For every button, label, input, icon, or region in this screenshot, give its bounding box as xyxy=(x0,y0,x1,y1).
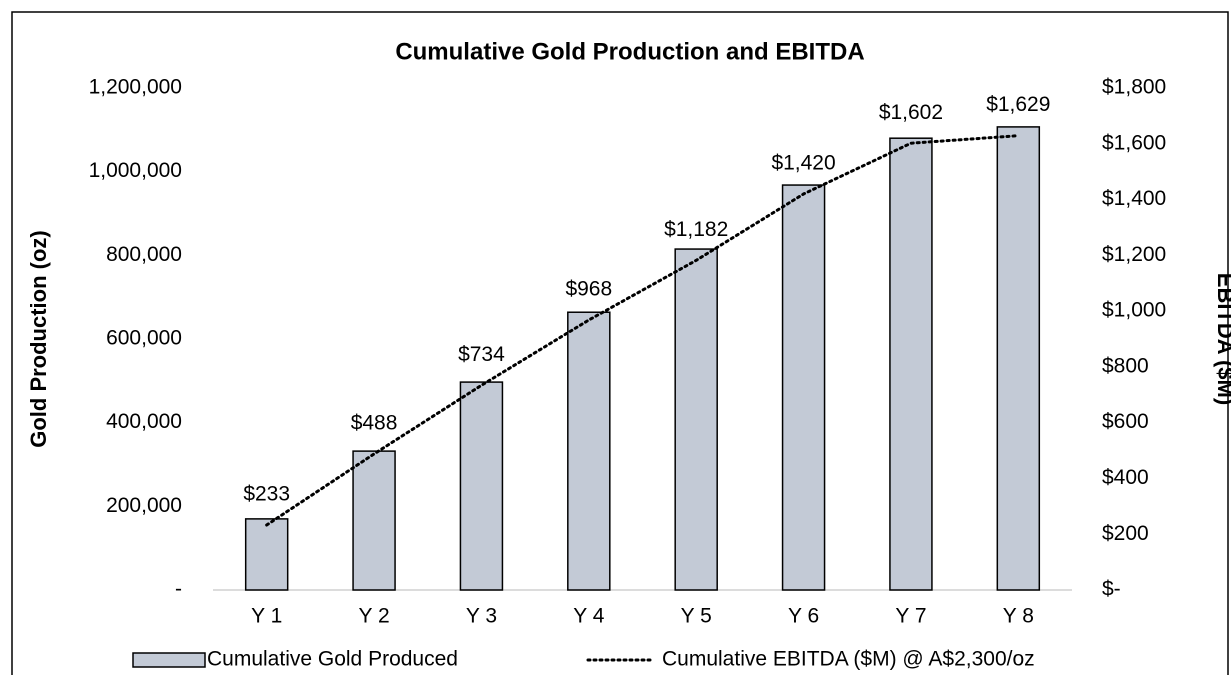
x-tick-label: Y 4 xyxy=(573,605,604,628)
data-label: $734 xyxy=(458,343,505,366)
bar xyxy=(459,381,504,591)
y2-tick-label: $1,200 xyxy=(1102,243,1166,266)
y2-tick-label: $200 xyxy=(1102,522,1149,545)
data-label: $1,420 xyxy=(771,152,835,175)
y2-tick-label: $600 xyxy=(1102,410,1149,433)
x-tick-label: Y 2 xyxy=(358,605,389,628)
y-tick-label: 1,200,000 xyxy=(89,76,182,99)
line xyxy=(265,134,1020,527)
data-label: $968 xyxy=(565,278,612,301)
x-tick-label: Y 7 xyxy=(895,605,926,628)
y2-tick-label: $400 xyxy=(1102,466,1149,489)
bar xyxy=(674,248,718,591)
data-label: $1,182 xyxy=(664,218,728,241)
y-tick-label: 800,000 xyxy=(106,243,182,266)
bar xyxy=(996,126,1041,591)
chart-title: Cumulative Gold Production and EBITDA xyxy=(395,38,864,65)
legend-swatch xyxy=(132,652,206,668)
bar xyxy=(781,184,826,591)
x-tick-label: Y 5 xyxy=(681,605,712,628)
bar xyxy=(244,518,289,591)
y-tick-label: 1,000,000 xyxy=(89,159,182,182)
y2-tick-label: $- xyxy=(1102,578,1121,601)
y-axis-label: Gold Production (oz) xyxy=(26,230,51,448)
y2-tick-label: $1,000 xyxy=(1102,299,1166,322)
x-tick-label: Y 8 xyxy=(1003,605,1034,628)
bar xyxy=(567,311,611,591)
data-label: $488 xyxy=(351,411,398,434)
y-tick-label: - xyxy=(175,578,182,601)
y2-tick-label: $1,400 xyxy=(1102,187,1166,210)
bar xyxy=(889,137,933,591)
data-label: $233 xyxy=(243,483,290,506)
legend-label: Cumulative EBITDA ($M) @ A$2,300/oz xyxy=(662,648,1035,671)
legend-label: Cumulative Gold Produced xyxy=(207,648,458,671)
y2-axis-label: EBITDA ($M) xyxy=(1213,273,1231,405)
y-tick-label: 600,000 xyxy=(106,327,182,350)
y-tick-label: 400,000 xyxy=(106,410,182,433)
y2-tick-label: $1,600 xyxy=(1102,131,1166,154)
data-label: $1,629 xyxy=(986,93,1050,116)
y2-tick-label: $800 xyxy=(1102,354,1149,377)
x-tick-label: Y 1 xyxy=(251,605,282,628)
x-tick-label: Y 6 xyxy=(788,605,819,628)
y2-tick-label: $1,800 xyxy=(1102,76,1166,99)
bar xyxy=(352,450,396,591)
x-tick-label: Y 3 xyxy=(466,605,497,628)
data-label: $1,602 xyxy=(879,101,943,124)
y-tick-label: 200,000 xyxy=(106,494,182,517)
